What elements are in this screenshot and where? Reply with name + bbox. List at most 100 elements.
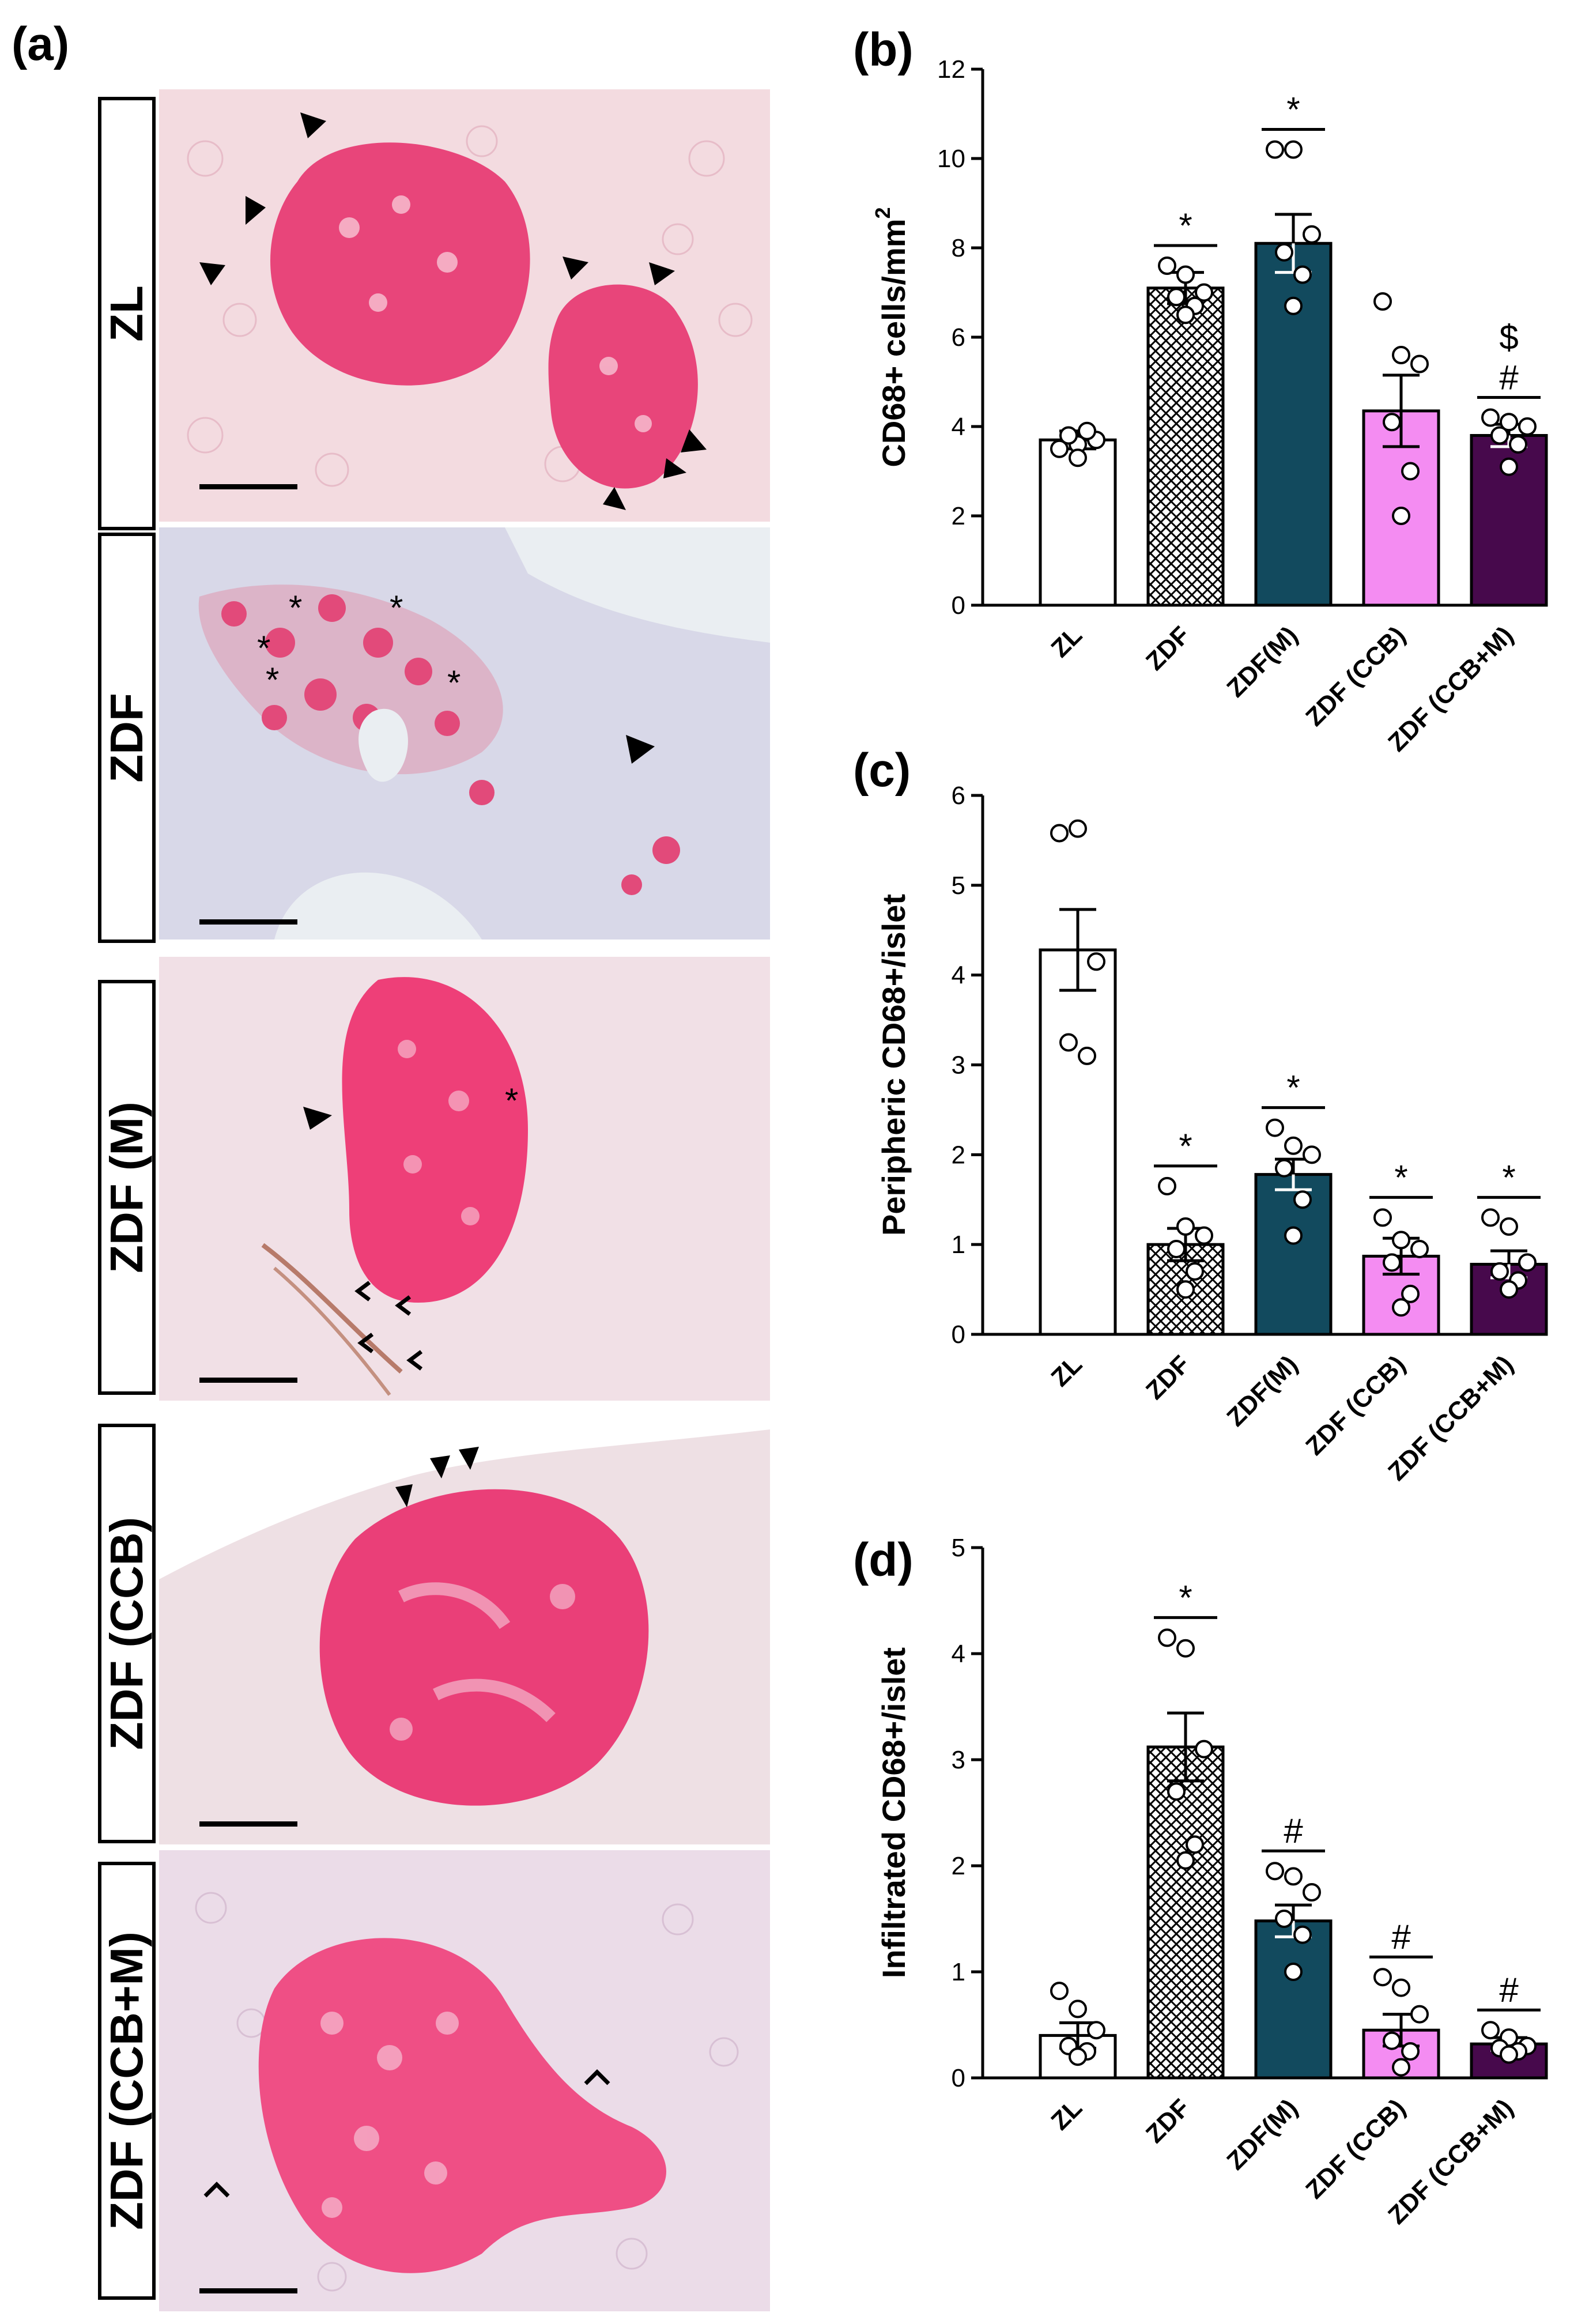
x-category-label: ZL: [1046, 2093, 1088, 2136]
y-tick-label: 4: [952, 1640, 965, 1668]
significance-mark-extra: $: [1499, 318, 1518, 357]
data-point: [1518, 417, 1537, 436]
svg-text:*: *: [447, 663, 461, 702]
panel-c-letter: (c): [853, 744, 911, 797]
data-point: [1266, 1118, 1284, 1137]
data-point: [1069, 1999, 1087, 2019]
data-point: [1266, 140, 1284, 159]
y-tick-label: 3: [952, 1746, 965, 1774]
data-point: [1284, 140, 1303, 159]
y-axis-label: Peripheric CD68+/islet: [875, 894, 912, 1236]
data-point: [1158, 1628, 1176, 1647]
significance-mark: #: [1284, 1812, 1303, 1850]
data-point: [1410, 354, 1429, 373]
y-tick-label: 1: [952, 1958, 965, 1986]
data-point: [1050, 824, 1069, 843]
data-point: [1481, 1208, 1500, 1227]
image-label-zdf-m-text: ZDF (M): [101, 1101, 152, 1273]
bar: [1254, 1173, 1333, 1336]
data-point: [1176, 1851, 1195, 1870]
significance-mark: *: [1286, 1069, 1300, 1107]
svg-text:*: *: [390, 588, 403, 627]
y-tick-label: 0: [952, 2064, 965, 2092]
data-point: [1284, 296, 1303, 315]
y-axis-label: CD68+ cells/mm2: [871, 207, 912, 467]
image-label-zdf-m: ZDF (M): [98, 980, 156, 1395]
data-point: [1518, 1253, 1537, 1272]
image-label-zdf-ccb: ZDF (CCB): [98, 1424, 156, 1843]
data-point: [1050, 1982, 1069, 2001]
significance-mark: #: [1499, 359, 1519, 397]
significance-mark: #: [1391, 1918, 1411, 1956]
data-point: [1195, 1740, 1213, 1759]
y-tick-label: 2: [952, 502, 965, 530]
y-tick-label: 12: [937, 55, 965, 84]
image-label-zdf: ZDF: [98, 533, 156, 943]
svg-text:*: *: [257, 629, 270, 667]
y-axis-label-superscript: 2: [871, 207, 894, 218]
x-category-label: ZDF(M): [1221, 621, 1303, 703]
data-point: [1078, 421, 1096, 440]
y-tick-label: 0: [952, 591, 965, 620]
data-point: [1087, 952, 1105, 971]
data-point: [1176, 265, 1195, 284]
chart-b: 0 2 4 6 8 10 12 CD68+ cells/mm2 * * #$ ZL ZDF ZDF(M)Z…: [871, 55, 1548, 757]
bar: [1039, 438, 1117, 607]
data-point: [1373, 292, 1392, 311]
micrograph-zdf-m: *: [159, 957, 770, 1401]
data-point: [1373, 1968, 1392, 1987]
chart-c: 0 1 2 3 4 5 6 Peripheric CD68+/islet * * * * ZL ZDF ZD…: [875, 782, 1548, 1486]
bar: [1254, 1919, 1333, 2080]
image-label-zdf-ccb-m-text: ZDF (CCB+M): [101, 1931, 152, 2230]
data-point: [1410, 1239, 1429, 1258]
y-tick-label: 5: [952, 1534, 965, 1562]
significance-mark: *: [1179, 206, 1192, 245]
data-point: [1284, 1963, 1303, 1981]
x-category-label: ZL: [1046, 1350, 1088, 1392]
panel-a-letter: (a): [12, 18, 70, 70]
significance-mark: *: [1286, 90, 1300, 129]
data-point: [1490, 426, 1509, 445]
y-tick-label: 4: [952, 961, 965, 990]
data-point: [1167, 1782, 1186, 1801]
y-tick-label: 10: [937, 145, 965, 173]
data-point: [1176, 305, 1195, 325]
data-point: [1392, 1298, 1410, 1317]
data-point: [1087, 2021, 1105, 2040]
svg-text:*: *: [266, 661, 279, 699]
bar: [1039, 948, 1117, 1336]
data-point: [1195, 1226, 1213, 1245]
x-category-label: ZL: [1046, 621, 1088, 663]
significance-mark: #: [1499, 1971, 1519, 2009]
micrograph-zdf: * * * * *: [159, 527, 770, 940]
x-category-label: ZDF(M): [1221, 1350, 1303, 1432]
data-point: [1069, 819, 1087, 838]
data-point: [1275, 1910, 1293, 1928]
data-point: [1293, 265, 1312, 284]
y-axis-label: Infiltrated CD68+/islet: [875, 1647, 912, 1978]
data-point: [1303, 225, 1321, 244]
x-category-label: ZDF: [1141, 2093, 1195, 2148]
y-tick-label: 4: [952, 413, 965, 441]
micrograph-zl: [159, 89, 770, 522]
micrograph-zdf-ccb: [159, 1406, 770, 1844]
data-point: [1176, 1280, 1195, 1299]
data-point: [1401, 462, 1420, 481]
significance-mark: *: [1179, 1578, 1192, 1617]
data-point: [1078, 1046, 1096, 1065]
y-tick-label: 2: [952, 1141, 965, 1169]
data-point: [1069, 2047, 1087, 2066]
y-tick-label: 6: [952, 323, 965, 352]
image-label-zl-text: ZL: [101, 285, 152, 342]
image-label-zdf-ccb-m: ZDF (CCB+M): [98, 1862, 156, 2300]
data-point: [1392, 2058, 1410, 2077]
data-point: [1392, 1978, 1410, 1997]
data-point: [1059, 426, 1078, 445]
y-tick-label: 2: [952, 1852, 965, 1880]
data-point: [1490, 1262, 1509, 1281]
y-tick-label: 5: [952, 871, 965, 900]
data-point: [1059, 1033, 1078, 1052]
data-point: [1186, 1262, 1204, 1281]
data-point: [1500, 1280, 1518, 1299]
data-point: [1481, 2021, 1500, 2040]
